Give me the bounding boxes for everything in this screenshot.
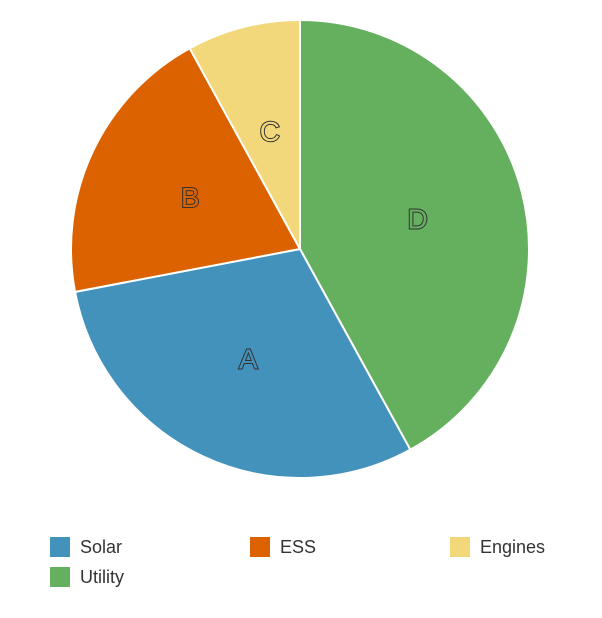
legend-item-utility[interactable]: Utility (50, 567, 250, 587)
pie-slice-utility[interactable] (299, 18, 530, 452)
pie-slice-engines[interactable] (188, 18, 301, 250)
legend-swatch-ess (250, 537, 270, 557)
legend: Solar ESS Engines Utility (50, 537, 570, 587)
pie-slice-ess[interactable] (70, 46, 302, 294)
legend-label-solar: Solar (80, 536, 123, 557)
legend-item-solar[interactable]: Solar (50, 537, 250, 557)
legend-label-utility: Utility (80, 566, 124, 587)
legend-label-engines: Engines (480, 536, 546, 557)
pie-slice-label-ess: B (181, 182, 200, 213)
pie-slices (70, 18, 530, 479)
legend-item-engines[interactable]: Engines (450, 537, 570, 557)
pie-slice-label-engines: C (260, 116, 280, 147)
pie-slice-labels: D A B C (180, 115, 429, 375)
legend-swatch-utility (50, 567, 70, 587)
pie-chart: D A B C (70, 18, 530, 479)
legend-swatch-solar (50, 537, 70, 557)
legend-swatch-engines (450, 537, 470, 557)
pie-slice-label-utility: D (407, 203, 427, 234)
pie-slice-solar[interactable] (73, 247, 412, 479)
pie-slice-label-solar: A (239, 343, 258, 374)
legend-item-ess[interactable]: ESS (250, 537, 450, 557)
legend-label-ess: ESS (280, 536, 317, 557)
